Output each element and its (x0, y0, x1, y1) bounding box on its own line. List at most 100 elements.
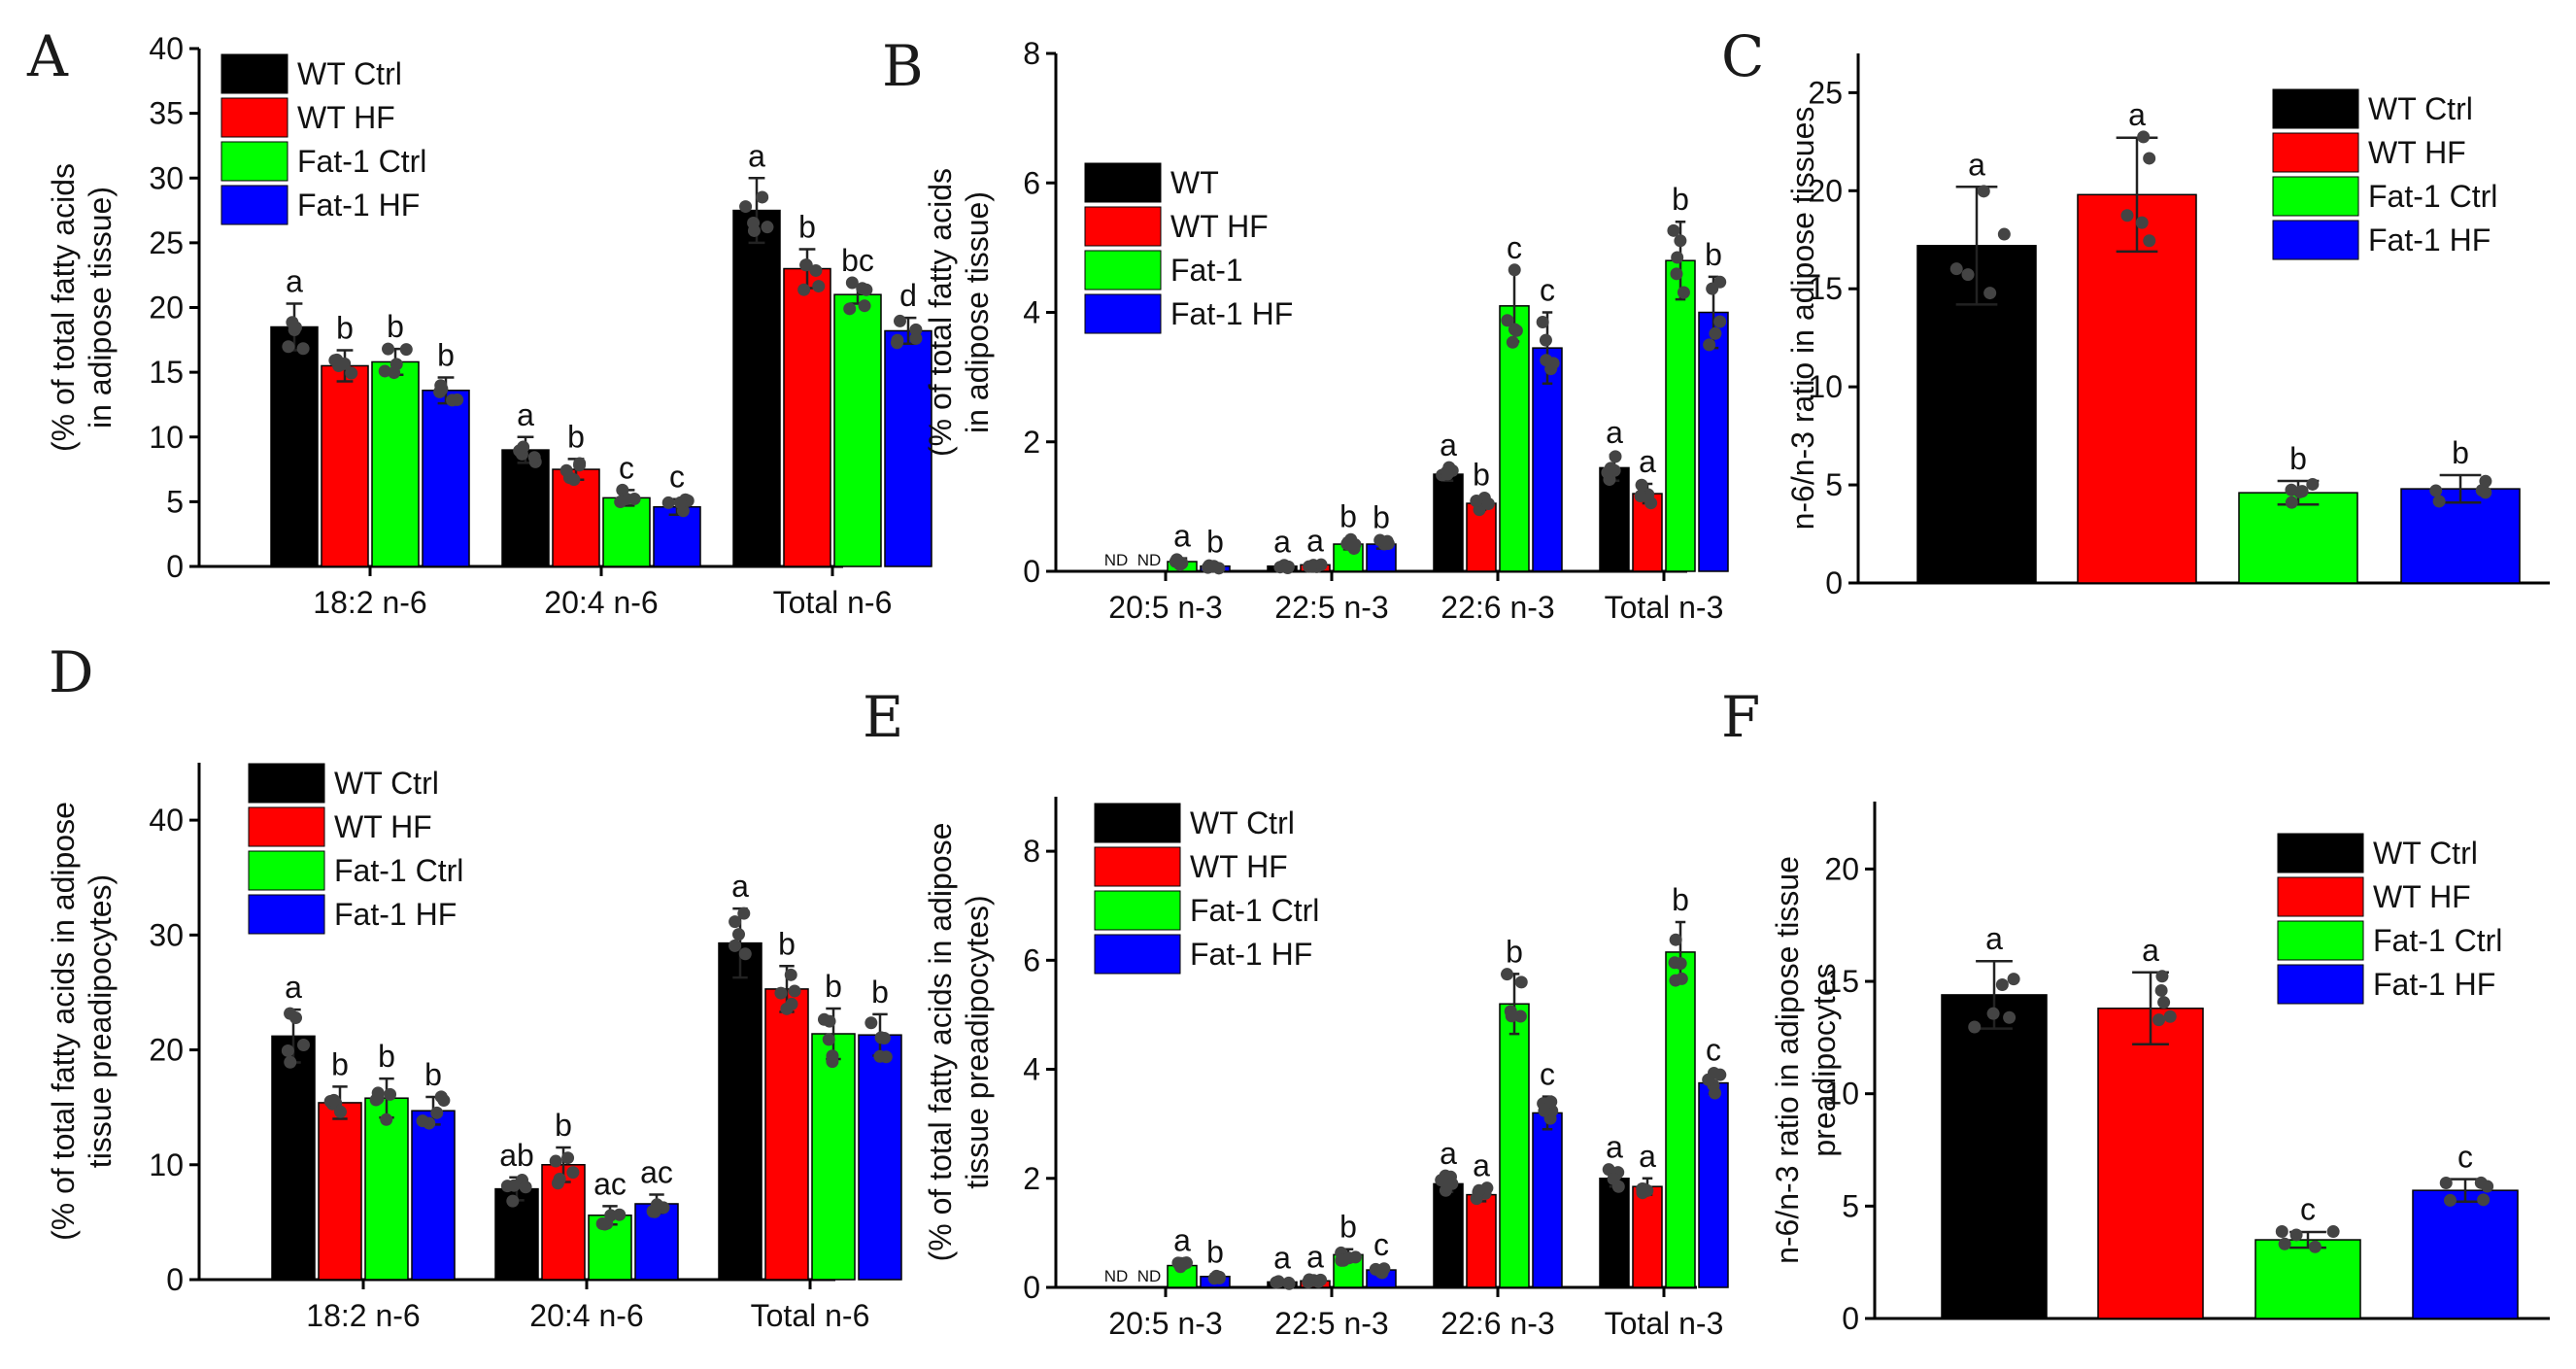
panel-f-data-point (2477, 1193, 2491, 1207)
panel-f-bar (1941, 994, 2048, 1319)
panel-b-data-point (1706, 282, 1719, 295)
panel-d-ylabel-line: tissue preadipocytes) (83, 874, 118, 1168)
panel-e-legend-label: Fat-1 Ctrl (1190, 893, 1319, 928)
panel-f-legend-swatch (2277, 833, 2364, 873)
panel-e-significance-label: b (1339, 1210, 1357, 1245)
panel-e-data-point (1675, 972, 1688, 985)
panel-c-data-point (2137, 130, 2151, 144)
panel-b-significance-label: c (1507, 230, 1522, 265)
panel-d-data-point (826, 1055, 839, 1069)
panel-e-significance-label: a (1639, 1139, 1656, 1174)
panel-d-data-point (416, 1114, 429, 1128)
panel-d-data-point (519, 1181, 532, 1194)
panel-f-data-point (1968, 1020, 1982, 1034)
panel-b-data-point (1501, 314, 1514, 327)
panel-a-data-point (446, 394, 459, 407)
panel-d-legend-label: Fat-1 Ctrl (334, 853, 463, 888)
panel-c-legend-label: Fat-1 HF (2368, 222, 2491, 257)
panel-c-data-point (2135, 216, 2149, 229)
panel-d-category-label: 20:4 n-6 (529, 1298, 643, 1333)
panel-letter-a: A (26, 23, 69, 89)
panel-d-significance-label: a (731, 869, 749, 904)
panel-b-bar (1499, 305, 1530, 572)
panel-d-significance-label: a (285, 970, 302, 1005)
panel-e-data-point (1302, 1276, 1315, 1289)
panel-c-plot: 0 5 10 15 20 25n-6/n-3 ratio in adipose tissu… (1785, 53, 2550, 600)
panel-f: F (1721, 684, 1760, 750)
panel-f-data-point (2152, 1013, 2166, 1027)
panel-c-bar (2238, 492, 2358, 584)
panel-a-data-point (799, 258, 813, 272)
panel-e-data-point (1674, 957, 1687, 971)
panel-e-bar (1499, 1003, 1530, 1288)
panel-e-data-point (1271, 1275, 1285, 1288)
panel-b-legend-label: Fat-1 HF (1170, 296, 1293, 331)
panel-d-significance-label: ac (640, 1155, 673, 1190)
panel-a-significance-label: bc (841, 243, 874, 278)
panel-b-significance-label: b (1206, 525, 1224, 560)
panel-a-category-label: 20:4 n-6 (544, 585, 658, 620)
panel-b-ylabel-line: in adipose tissue) (960, 191, 995, 433)
panel-a-bar (783, 267, 831, 567)
panel-f-ytick-label: 20 (1824, 851, 1859, 886)
panel-a-data-point (673, 496, 687, 509)
panel-a-ytick-label: 0 (166, 549, 184, 584)
panel-d-data-point (879, 1050, 893, 1064)
panel-d-bar (718, 941, 763, 1281)
panel-b-significance-label: b (1672, 182, 1689, 217)
panel-a-data-point (382, 342, 395, 356)
panel-e-significance-label: a (1473, 1148, 1490, 1183)
panel-c-error-bar (2439, 473, 2482, 504)
panel-a-data-point (517, 440, 530, 454)
panel-e-data-point (1505, 1010, 1518, 1023)
panel-c-ylabel: n-6/n-3 ratio in adipose tissues (1785, 107, 1820, 530)
panel-a-data-point (282, 340, 295, 354)
panel-a-ylabel-line: in adipose tissue) (83, 187, 118, 428)
panel-a-significance-label: c (669, 460, 685, 495)
panel-c-data-point (1961, 268, 1975, 282)
panel-e-significance-label: b (1206, 1235, 1224, 1270)
panel-d-data-point (613, 1208, 627, 1221)
panel-a-ytick-label: 40 (149, 31, 184, 66)
panel-e-data-point (1282, 1276, 1296, 1289)
panel-d-bar (764, 988, 809, 1281)
panel-f-legend-swatch (2277, 964, 2364, 1005)
panel-e-data-point (1513, 1010, 1527, 1023)
panel-a-data-point (843, 302, 857, 316)
panel-d-significance-label: b (378, 1039, 395, 1074)
panel-b-data-point (1671, 251, 1684, 264)
panel-a-significance-label: a (286, 264, 303, 299)
panel-d-data-point (561, 1151, 575, 1165)
panel-c-ylabel-line: n-6/n-3 ratio in adipose tissues (1785, 107, 1820, 530)
panel-a-data-point (338, 357, 352, 370)
panel-d-data-point (549, 1154, 562, 1168)
panel-e-data-point (1641, 1183, 1654, 1197)
panel-e-bar (1599, 1178, 1630, 1288)
panel-f-data-point (2439, 1177, 2453, 1190)
panel-b-legend-label: WT HF (1170, 209, 1269, 244)
panel-d-data-point (566, 1166, 580, 1180)
panel-d-ytick-label: 0 (166, 1262, 184, 1297)
panel-d-ytick-label: 20 (149, 1033, 184, 1068)
panel-letter-c: C (1721, 23, 1764, 89)
panel-c-data-point (1997, 227, 2011, 241)
panel-b-category-label: 22:5 n-3 (1274, 590, 1388, 625)
panel-b-data-point (1713, 315, 1727, 328)
panel-e: E (863, 684, 903, 750)
panel-f-bar (2097, 1008, 2204, 1319)
panel-e-data-point (1377, 1262, 1391, 1276)
panel-f-ytick-label: 15 (1824, 964, 1859, 999)
panel-f-legend-swatch (2277, 876, 2364, 917)
panel-c-significance-label: a (1968, 147, 1985, 182)
panel-d-category-label: 18:2 n-6 (306, 1298, 420, 1333)
panel-a-data-point (845, 276, 859, 290)
panel-b-data-point (1481, 497, 1495, 511)
panel-b-ytick-label: 4 (1023, 295, 1040, 330)
panel-b-legend-swatch (1084, 250, 1162, 291)
panel-letter-d: D (49, 639, 94, 705)
panel-d-significance-label: b (555, 1108, 572, 1143)
panel-b-significance-label: ND (1104, 551, 1129, 569)
panel-e-category-label: Total n-3 (1605, 1306, 1724, 1341)
panel-c-data-point (2285, 496, 2298, 509)
panel-b-data-point (1677, 286, 1690, 299)
